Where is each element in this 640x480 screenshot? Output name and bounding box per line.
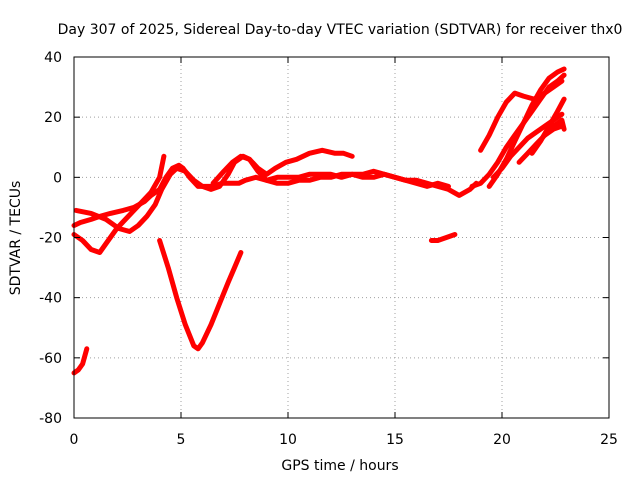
series-line-s3 xyxy=(71,153,167,255)
series-line-s1 xyxy=(71,346,90,376)
series-line-s7 xyxy=(428,232,458,243)
chart-title: Day 307 of 2025, Sidereal Day-to-day VTE… xyxy=(58,22,623,38)
x-tick-label: 25 xyxy=(600,432,618,448)
x-tick-label: 15 xyxy=(386,432,404,448)
series-line-s2 xyxy=(71,162,479,228)
x-tick-label: 20 xyxy=(493,432,511,448)
x-tick-label: 0 xyxy=(70,432,79,448)
x-axis-label: GPS time / hours xyxy=(281,458,398,474)
y-tick-label: 0 xyxy=(53,170,62,186)
axis-ticks: 0 5 10 15 20 25 -80 -60 -40 -20 0 20 40 xyxy=(39,50,618,448)
data-series xyxy=(71,66,567,376)
series-line-s10 xyxy=(469,72,567,189)
series-line-s13 xyxy=(529,96,567,156)
series-line-s8 xyxy=(478,78,565,153)
y-tick-label: 20 xyxy=(44,110,62,126)
x-tick-label: 5 xyxy=(177,432,186,448)
series-line-s14 xyxy=(542,117,567,138)
y-tick-label: -20 xyxy=(39,231,62,247)
series-line-s4 xyxy=(73,147,355,234)
grid-lines xyxy=(74,57,609,418)
y-tick-label: -40 xyxy=(39,291,62,307)
series-line-s6 xyxy=(157,238,244,352)
y-axis-label: SDTVAR / TECUs xyxy=(8,181,24,296)
y-tick-label: 40 xyxy=(44,50,62,66)
series-line-s5 xyxy=(210,153,451,189)
y-tick-label: -80 xyxy=(39,411,62,427)
x-tick-label: 10 xyxy=(279,432,297,448)
y-tick-label: -60 xyxy=(39,351,62,367)
